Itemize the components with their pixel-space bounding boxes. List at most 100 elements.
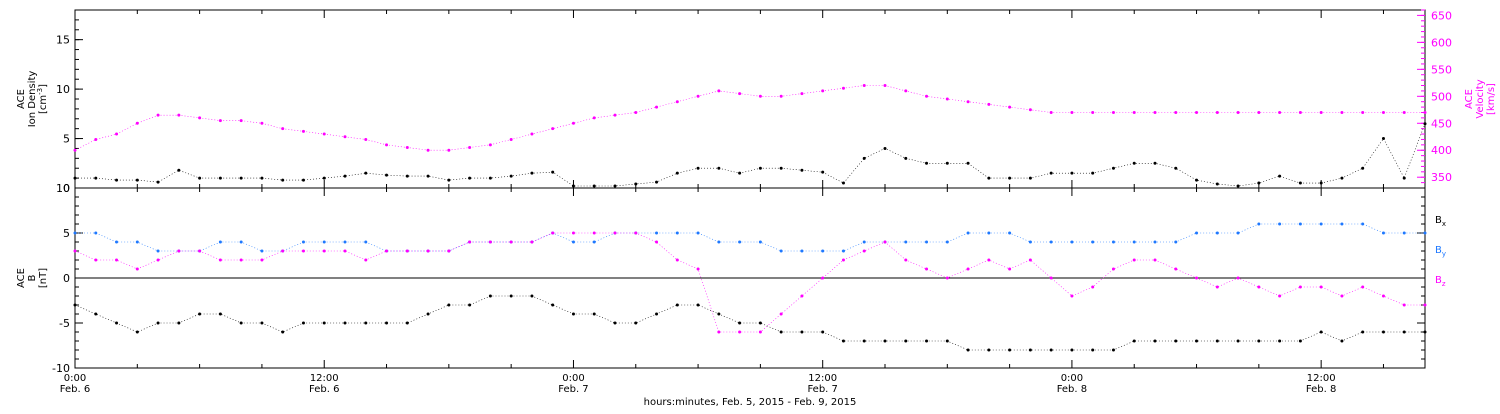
data-point [1049,240,1053,244]
x-tick-label-time: 12:00 [310,373,339,384]
data-point [592,116,596,120]
data-point [1174,339,1178,343]
data-point [94,137,98,141]
data-point [135,178,139,182]
y-axis-title: ACE B [nT] [16,268,49,288]
y-tick-label: -5 [59,317,70,330]
series-line [74,232,1425,333]
data-point [1236,110,1240,114]
legend-subscript: z [1442,280,1446,288]
data-point [571,121,575,125]
y-axis-title-line: ACE [16,89,27,109]
x-tick-label-time: 0:00 [562,373,584,384]
data-point [1195,231,1199,235]
data-point [1091,240,1095,244]
data-point [509,240,513,244]
data-point [385,173,389,177]
legend-subscript: x [1442,220,1446,228]
data-point [322,249,326,253]
data-point [260,249,264,253]
data-point [1257,285,1261,289]
series-line [74,295,1425,351]
series-line [74,85,1425,151]
data-point [551,231,555,235]
superscript-end: ] [38,84,49,88]
data-point [1070,348,1074,352]
y-tick-label: 10 [56,83,70,96]
data-point [1236,231,1240,235]
data-point [135,330,139,334]
data-point [738,321,742,325]
data-point [177,168,181,172]
data-point [1195,339,1199,343]
x-axis-title: hours:minutes, Feb. 5, 2015 - Feb. 9, 20… [644,397,857,408]
data-point [696,267,700,271]
data-point [675,258,679,262]
y-axis-title-line: [cm-3] [36,84,49,114]
data-point [73,148,77,152]
data-point [1278,110,1282,114]
data-point [1215,231,1219,235]
data-point [758,321,762,325]
data-point [966,348,970,352]
x-tick-label-date: Feb. 7 [807,384,837,395]
data-point [1236,339,1240,343]
data-point [883,339,887,343]
data-point [1153,339,1157,343]
data-point [925,267,929,271]
data-point [1257,110,1261,114]
data-point [281,178,285,182]
y2-tick-label: 550 [1431,63,1452,76]
x-tick-label-time: 0:00 [1061,373,1083,384]
y2-tick-label: 400 [1431,144,1452,157]
data-point [343,249,347,253]
y2-axis-title-line: ACE [1464,89,1475,109]
data-point [468,303,472,307]
data-point [1319,222,1323,226]
data-point [115,240,119,244]
data-point [841,181,845,185]
data-point [94,231,98,235]
data-point [1132,240,1136,244]
x-tick-label-date: Feb. 6 [60,384,90,395]
legend: Bx By Bz [1435,215,1446,288]
data-point [343,321,347,325]
data-point [1423,330,1427,334]
x-tick-label-time: 12:00 [808,373,837,384]
data-point [260,121,264,125]
data-point [1319,330,1323,334]
data-point [1381,330,1385,334]
data-point [987,102,991,106]
y2-axis-title-line: [km/s] [1486,83,1497,115]
data-point [1008,105,1012,109]
data-point [571,231,575,235]
x-tick-label-time: 0:00 [64,373,86,384]
data-point [1298,285,1302,289]
y-axis-title-line: B [27,274,38,281]
data-point [1028,348,1032,352]
data-point [260,176,264,180]
data-point [1298,110,1302,114]
data-point [426,174,430,178]
data-point [841,249,845,253]
data-point [1028,240,1032,244]
data-point [1008,267,1012,271]
data-point [904,339,908,343]
data-point [260,258,264,262]
data-point [530,240,534,244]
data-point [1402,303,1406,307]
data-point [1195,110,1199,114]
data-point [1381,294,1385,298]
data-point [966,267,970,271]
data-point [675,303,679,307]
data-point [198,312,202,316]
data-point [613,184,617,188]
data-point [613,321,617,325]
data-point [945,97,949,101]
data-point [426,249,430,253]
data-point [156,258,160,262]
data-point [239,176,243,180]
series-line [75,123,1426,187]
